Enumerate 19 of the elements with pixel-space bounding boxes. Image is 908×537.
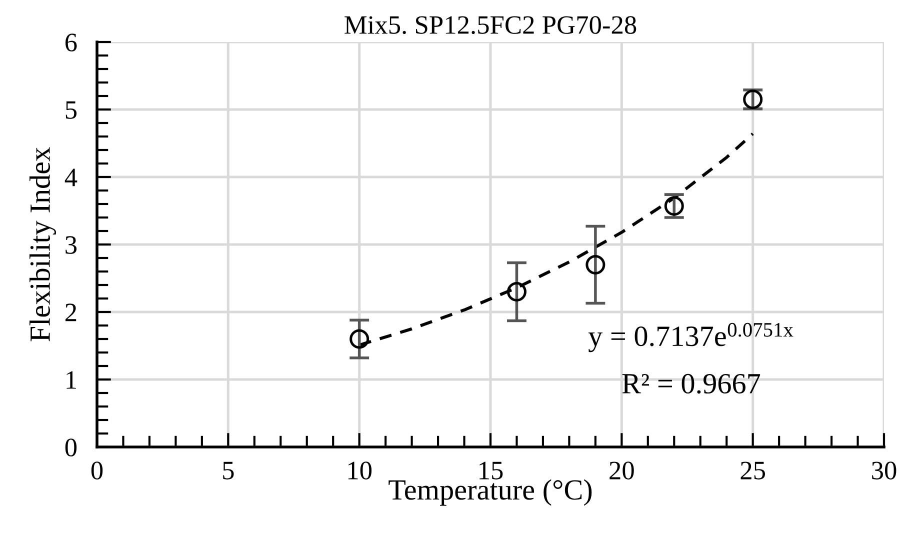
- annotation: y = 0.7137e$^{0.0751x}$: [588, 322, 794, 352]
- x-tick-label: 20: [610, 462, 634, 480]
- x-tick-label: 30: [872, 462, 896, 480]
- x-tick-label: 25: [740, 462, 765, 480]
- y-tick-label: 2: [66, 304, 76, 322]
- y-tick-label: 3: [66, 236, 77, 254]
- y-tick-label: 5: [66, 101, 77, 119]
- annotation: R² = 0.9667: [622, 374, 760, 394]
- y-axis-title: Flexibility Index: [29, 147, 56, 342]
- y-tick-label: 1: [66, 371, 76, 389]
- x-tick-label: 15: [480, 462, 503, 480]
- x-tick-label: 10: [348, 462, 372, 480]
- x-axis-title: Temperature (°C): [388, 479, 592, 506]
- y-tick-label: 0: [65, 438, 77, 456]
- x-tick-label: 5: [223, 462, 234, 480]
- chart-title: Mix5. SP12.5FC2 PG70-28: [344, 16, 636, 34]
- x-tick-label: 0: [91, 462, 103, 480]
- y-tick-label: 4: [64, 168, 78, 186]
- y-tick-label: 6: [65, 34, 77, 52]
